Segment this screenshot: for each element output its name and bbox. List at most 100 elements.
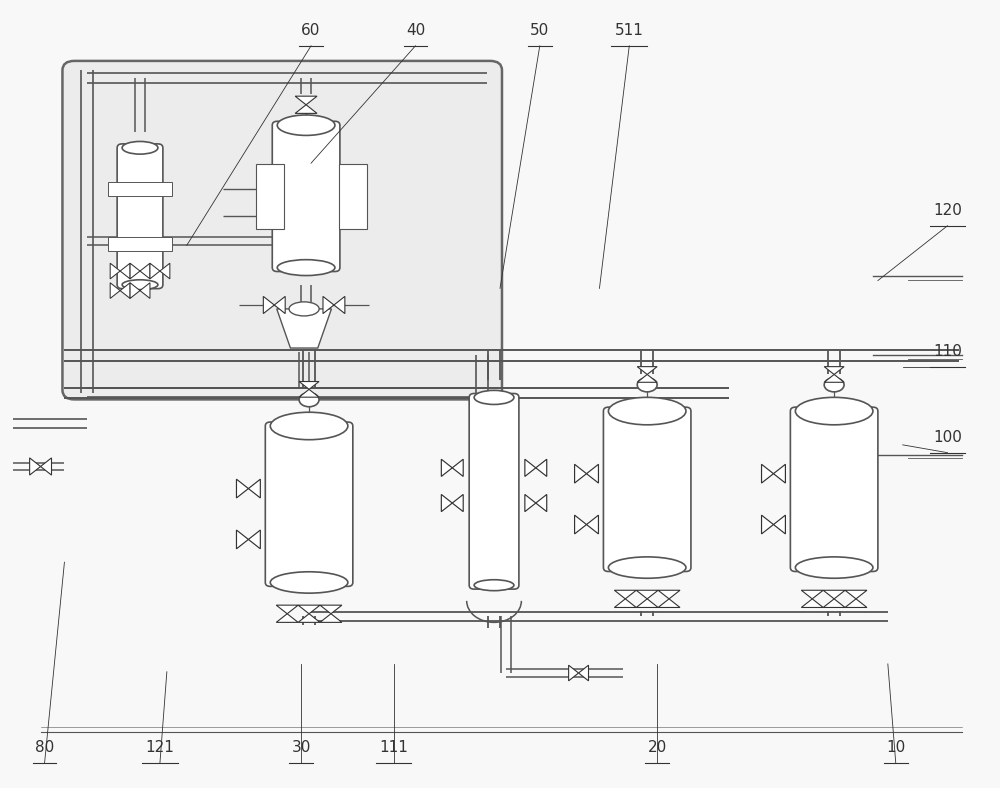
Ellipse shape — [608, 557, 686, 578]
Ellipse shape — [474, 390, 514, 404]
Text: 100: 100 — [933, 430, 962, 445]
Text: 20: 20 — [647, 741, 667, 756]
Ellipse shape — [299, 392, 319, 407]
Polygon shape — [575, 464, 587, 483]
Polygon shape — [276, 614, 298, 623]
Polygon shape — [773, 515, 785, 534]
Ellipse shape — [795, 557, 873, 578]
Text: 511: 511 — [615, 23, 644, 38]
Polygon shape — [130, 283, 140, 299]
Text: 121: 121 — [145, 741, 174, 756]
Polygon shape — [614, 599, 636, 608]
Polygon shape — [801, 599, 823, 608]
Polygon shape — [120, 263, 130, 279]
Polygon shape — [845, 599, 867, 608]
Polygon shape — [575, 515, 587, 534]
Polygon shape — [277, 309, 331, 348]
Polygon shape — [441, 459, 452, 477]
Text: 10: 10 — [886, 741, 905, 756]
Polygon shape — [536, 459, 547, 477]
Polygon shape — [762, 464, 773, 483]
Ellipse shape — [277, 260, 335, 276]
Polygon shape — [323, 296, 334, 314]
Polygon shape — [823, 599, 845, 608]
Text: 120: 120 — [933, 203, 962, 218]
Polygon shape — [636, 599, 658, 608]
Ellipse shape — [277, 115, 335, 136]
Polygon shape — [110, 263, 120, 279]
Polygon shape — [579, 665, 589, 681]
Polygon shape — [276, 605, 298, 614]
Polygon shape — [299, 381, 319, 389]
Polygon shape — [150, 263, 160, 279]
Text: 50: 50 — [530, 23, 549, 38]
Bar — [339, 164, 367, 229]
Polygon shape — [298, 605, 320, 614]
FancyBboxPatch shape — [62, 61, 502, 400]
Polygon shape — [110, 283, 120, 299]
Polygon shape — [637, 374, 657, 382]
Polygon shape — [320, 614, 342, 623]
Polygon shape — [637, 366, 657, 374]
Polygon shape — [658, 599, 680, 608]
Polygon shape — [274, 296, 285, 314]
Ellipse shape — [824, 377, 844, 392]
Ellipse shape — [795, 397, 873, 425]
Text: 40: 40 — [406, 23, 425, 38]
Polygon shape — [452, 459, 463, 477]
Polygon shape — [824, 366, 844, 374]
Polygon shape — [441, 494, 452, 511]
FancyBboxPatch shape — [265, 422, 353, 586]
FancyBboxPatch shape — [603, 407, 691, 571]
Polygon shape — [525, 459, 536, 477]
Ellipse shape — [270, 572, 348, 593]
Polygon shape — [587, 515, 598, 534]
Bar — [108, 236, 172, 251]
Polygon shape — [140, 283, 150, 299]
Ellipse shape — [608, 397, 686, 425]
Text: 80: 80 — [35, 741, 54, 756]
Text: 110: 110 — [933, 344, 962, 359]
Ellipse shape — [122, 142, 158, 154]
Polygon shape — [298, 614, 320, 623]
FancyBboxPatch shape — [117, 144, 163, 288]
Polygon shape — [140, 263, 150, 279]
Polygon shape — [587, 464, 598, 483]
Polygon shape — [41, 458, 52, 475]
Polygon shape — [569, 665, 579, 681]
Bar — [256, 164, 284, 229]
Polygon shape — [160, 263, 170, 279]
Polygon shape — [320, 605, 342, 614]
Polygon shape — [236, 479, 248, 498]
FancyBboxPatch shape — [790, 407, 878, 571]
FancyBboxPatch shape — [469, 393, 519, 589]
Ellipse shape — [289, 302, 319, 316]
Text: 111: 111 — [379, 741, 408, 756]
Polygon shape — [236, 530, 248, 548]
Polygon shape — [30, 458, 41, 475]
Polygon shape — [295, 105, 317, 113]
Ellipse shape — [122, 280, 158, 290]
Ellipse shape — [474, 580, 514, 591]
Polygon shape — [295, 96, 317, 105]
Ellipse shape — [637, 377, 657, 392]
FancyBboxPatch shape — [272, 121, 340, 272]
Polygon shape — [334, 296, 345, 314]
Polygon shape — [823, 590, 845, 599]
Bar — [108, 182, 172, 196]
Polygon shape — [263, 296, 274, 314]
Ellipse shape — [270, 412, 348, 440]
Polygon shape — [248, 479, 260, 498]
Text: 30: 30 — [291, 741, 311, 756]
Polygon shape — [614, 590, 636, 599]
Polygon shape — [773, 464, 785, 483]
Polygon shape — [248, 530, 260, 548]
Polygon shape — [636, 590, 658, 599]
Polygon shape — [845, 590, 867, 599]
Polygon shape — [120, 283, 130, 299]
Polygon shape — [801, 590, 823, 599]
Polygon shape — [130, 263, 140, 279]
Polygon shape — [452, 494, 463, 511]
Polygon shape — [762, 515, 773, 534]
Polygon shape — [824, 374, 844, 382]
